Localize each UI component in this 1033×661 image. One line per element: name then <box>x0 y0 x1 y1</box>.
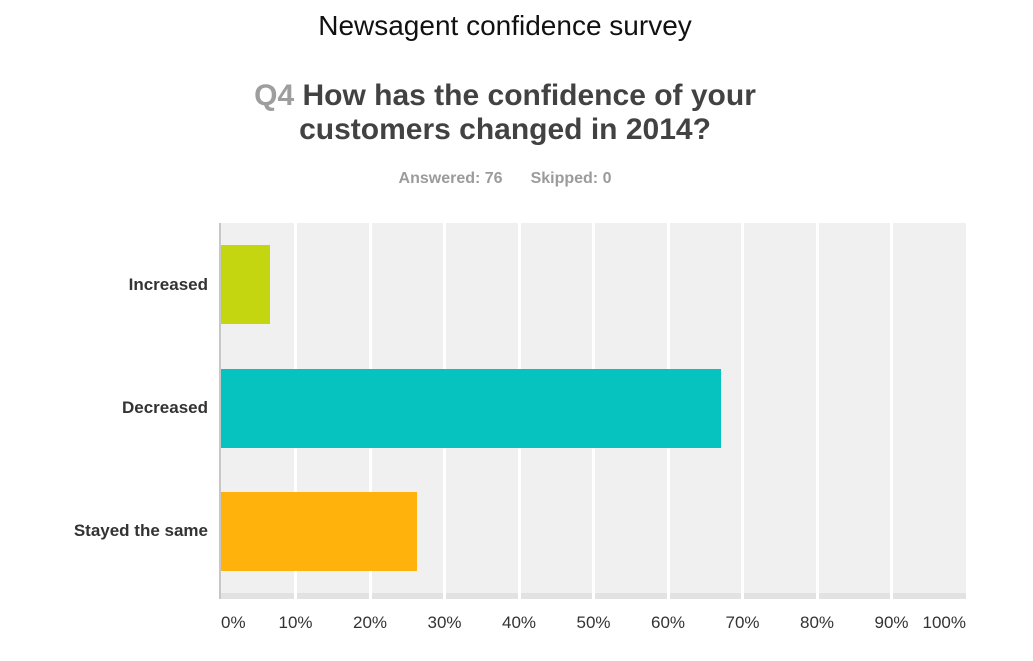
bar-decreased <box>221 369 721 448</box>
question-heading: Q4 How has the confidence of your custom… <box>190 79 820 147</box>
skipped-count: Skipped: 0 <box>530 170 612 187</box>
x-tick-90pct: 90% <box>874 613 909 632</box>
y-axis-line <box>219 223 221 599</box>
x-tick-40pct: 40% <box>501 613 537 632</box>
category-axis: Increased Decreased Stayed the same <box>0 223 208 593</box>
category-label-decreased: Decreased <box>121 397 208 417</box>
survey-title: Newsagent confidence survey <box>318 10 692 41</box>
gridline-70 <box>741 223 744 599</box>
bar-increased <box>221 245 271 324</box>
response-stats: Answered: 76 Skipped: 0 <box>0 170 1010 188</box>
x-tick-60pct: 60% <box>650 613 686 632</box>
x-tick-70pct: 70% <box>725 613 760 632</box>
x-tick-20pct: 20% <box>352 613 388 632</box>
question-number: Q4 <box>254 79 295 112</box>
x-tick-100pct: 100% <box>922 613 966 632</box>
gridline-90 <box>890 223 893 599</box>
x-tick-50pct: 50% <box>576 613 611 632</box>
answered-count: Answered: 76 <box>398 170 503 187</box>
x-axis-tick-labels: 0% 10% 20% 30% 40% 50% 60% 70% 80% 90% 100% <box>221 613 966 635</box>
plot-area <box>219 223 966 599</box>
x-tick-30pct: 30% <box>427 613 462 632</box>
bar-stayed-the-same <box>221 492 418 571</box>
x-tick-10pct: 10% <box>278 613 313 632</box>
question-text: How has the confidence of your customers… <box>299 79 756 146</box>
gridline-80 <box>815 223 819 599</box>
x-tick-0pct: 0% <box>221 613 246 632</box>
category-label-increased: Increased <box>128 274 208 294</box>
category-label-stayed-the-same: Stayed the same <box>73 521 208 541</box>
x-tick-80pct: 80% <box>799 613 835 632</box>
